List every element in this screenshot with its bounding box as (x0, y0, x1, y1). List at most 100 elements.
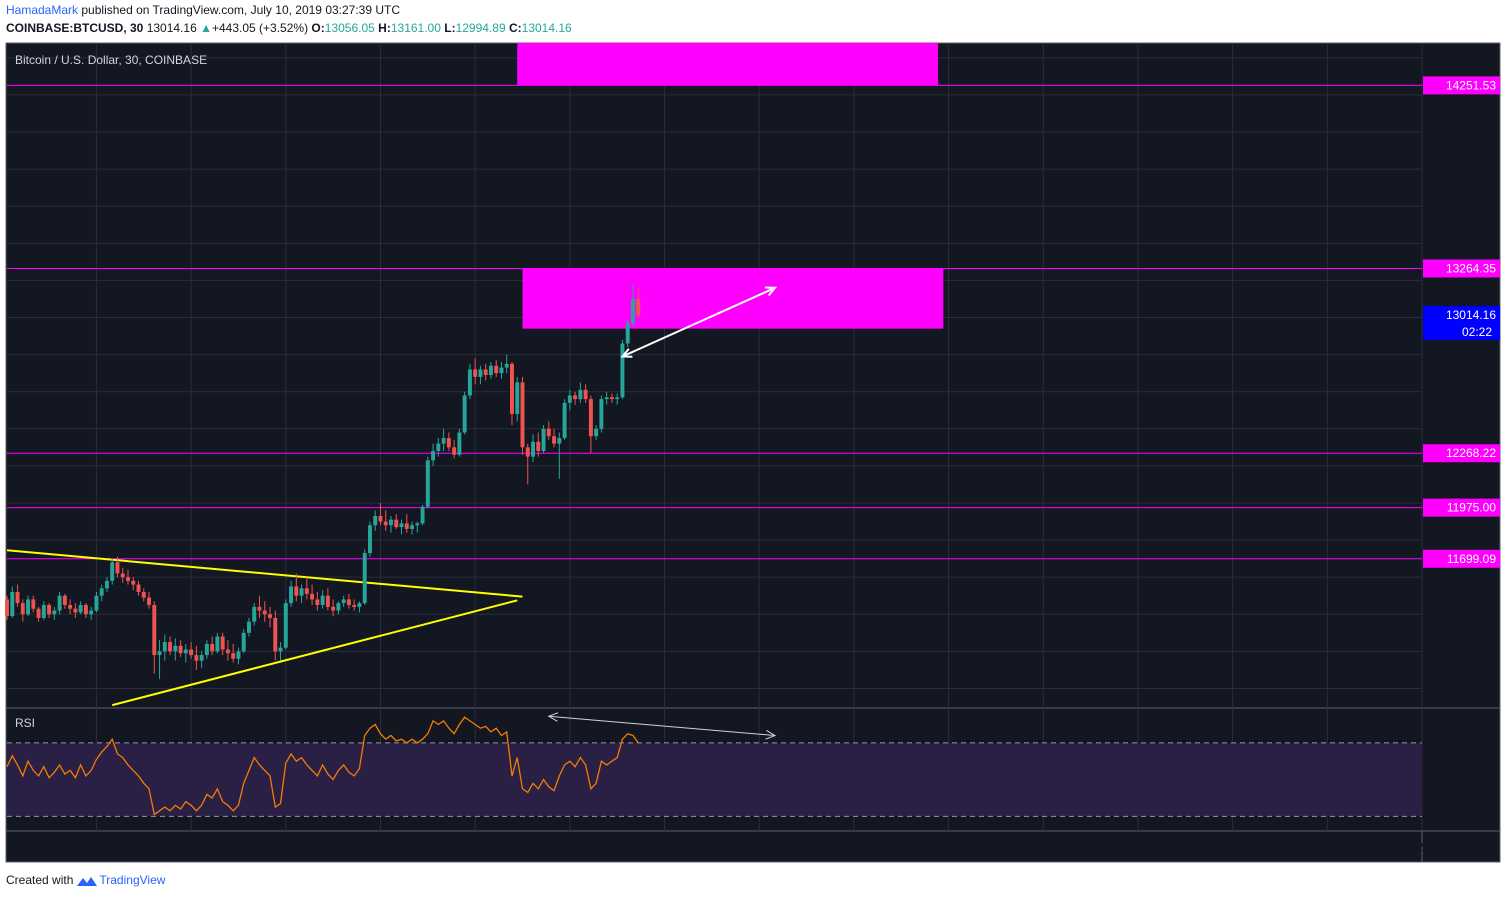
level-price-label: 13264.35 (1446, 261, 1496, 275)
candle-body (220, 636, 225, 650)
price-tick-label: 11400.00 (1447, 607, 1496, 621)
candle-body (236, 651, 241, 659)
candle-body (594, 428, 599, 437)
candle-body (499, 367, 504, 374)
candle-body (20, 603, 25, 615)
candle-body (120, 573, 125, 578)
candle-body (367, 525, 372, 554)
candle-body (31, 599, 36, 609)
tradingview-link[interactable]: TradingView (99, 873, 166, 887)
created-with-text: Created with (6, 873, 74, 887)
author-link[interactable]: HamadaMark (6, 3, 79, 17)
candle-body (152, 604, 157, 656)
divergence-arrow (622, 286, 776, 358)
candle-body (110, 562, 115, 581)
candle-body (578, 389, 583, 400)
time-tick-label: 12:00 (460, 840, 490, 854)
candle-body (436, 443, 441, 452)
candle-body (452, 447, 457, 455)
candle-body (583, 389, 588, 400)
candle-body (273, 617, 278, 652)
level-price-tag (1423, 549, 1500, 568)
level-price-tag (1423, 259, 1500, 278)
candle-body (394, 519, 399, 528)
candle-body (199, 655, 204, 661)
price-change: +443.05 (+3.52%) (212, 21, 309, 35)
candle-body (331, 606, 336, 611)
candle-body (178, 645, 183, 654)
level-price-tag (1423, 444, 1500, 463)
candle-body (194, 655, 199, 661)
level-price-label: 11975.00 (1447, 501, 1496, 515)
candle-body (73, 608, 78, 613)
candle-body (126, 577, 130, 581)
level-price-label: 12268.22 (1446, 446, 1496, 460)
candle-body (341, 599, 346, 604)
candle-body (278, 647, 283, 652)
candle-body (283, 603, 288, 648)
candle-body (362, 553, 367, 604)
candle-body (304, 588, 309, 594)
time-tick-label: 12:00 (1218, 840, 1248, 854)
candle-body (183, 649, 188, 654)
candle-body (315, 599, 320, 605)
price-tick-label: 13400.00 (1446, 236, 1496, 250)
chart-background (5, 42, 1501, 863)
candle-body (478, 369, 483, 377)
candle-body (210, 643, 215, 652)
candle-body (147, 597, 151, 605)
price-tick-label: 13800.00 (1446, 162, 1496, 176)
time-tick-label: 8 (377, 840, 384, 854)
candle-body (252, 606, 257, 622)
time-tick-label: 12:00 (81, 840, 111, 854)
candle-body (257, 606, 262, 611)
price-tick-label: 12200.00 (1446, 459, 1496, 473)
candle-body (168, 642, 173, 652)
time-tick-label: 11 (942, 840, 955, 854)
candle-body (483, 369, 488, 375)
candle-body (336, 603, 341, 611)
candle-body (10, 592, 15, 617)
up-arrow-icon: ▲ (200, 21, 212, 35)
candle-body (157, 651, 162, 656)
candle-body (52, 610, 57, 615)
price-tick-label: 14400.00 (1446, 51, 1496, 65)
rsi-divergence-arrow-head (765, 730, 777, 740)
candle-body (5, 599, 9, 617)
candle-body (26, 599, 31, 615)
low-value: 12994.89 (455, 21, 506, 35)
candle-body (457, 432, 462, 455)
candle-body (541, 428, 546, 452)
price-tick-label: 11600.00 (1447, 570, 1496, 584)
price-tick-label: 12600.00 (1446, 385, 1496, 399)
candle-body (609, 397, 614, 400)
candle-body (131, 580, 136, 585)
open-value: 13056.05 (324, 21, 375, 35)
candle-body (494, 365, 499, 374)
candle-body (515, 382, 520, 414)
rsi-divergence-arrow (548, 715, 776, 737)
candle-body (115, 562, 120, 574)
price-tick-label: 14000.00 (1446, 125, 1496, 139)
candle-body (404, 523, 409, 529)
ohlc-header: COINBASE:BTCUSD, 30 13014.16 ▲+443.05 (+… (6, 21, 572, 35)
tradingview-logo-icon (77, 876, 98, 886)
candle-body (68, 604, 73, 609)
triangle-trendline (6, 549, 523, 598)
open-label: O: (311, 21, 325, 35)
high-label: H: (378, 21, 391, 35)
low-label: L: (444, 21, 456, 35)
candle-body (552, 436, 557, 444)
candle-body (15, 592, 20, 604)
candle-body (162, 642, 167, 652)
level-price-label: 14251.53 (1446, 78, 1496, 92)
candle-body (57, 595, 62, 611)
rsi-tick-label: 80.00 (1440, 718, 1470, 732)
candle-body (189, 649, 194, 656)
price-tick-label: 12400.00 (1446, 422, 1496, 436)
level-price-tag (1423, 76, 1500, 95)
candle-body (425, 460, 430, 507)
candle-body (268, 614, 272, 618)
candle-body (41, 604, 46, 618)
